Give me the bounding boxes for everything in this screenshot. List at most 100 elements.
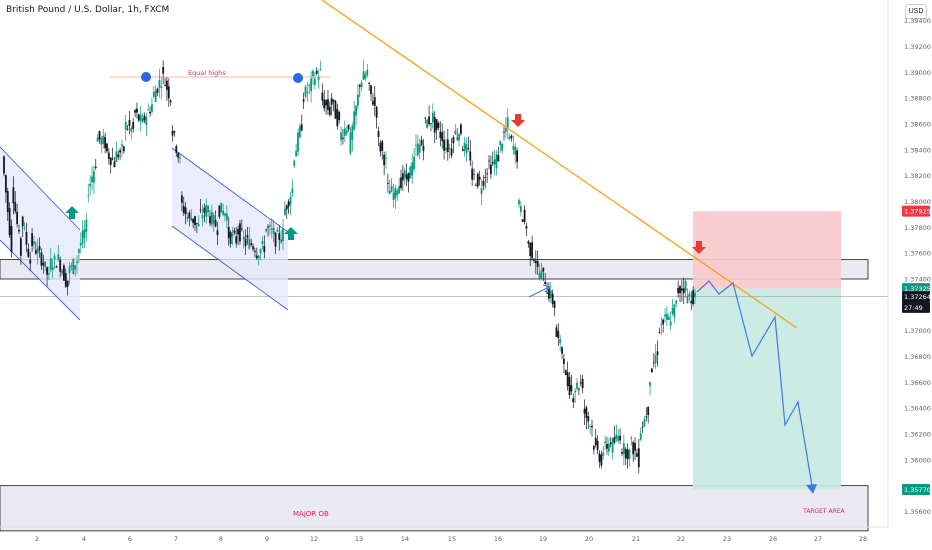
candle-body [349, 132, 352, 154]
break-arrow-head [542, 284, 552, 293]
candle-body [452, 137, 455, 144]
date-tick-label: 20 [585, 535, 593, 543]
candle-body [673, 304, 676, 318]
candle-body [134, 110, 136, 113]
candle-body [205, 205, 208, 217]
candle-body [622, 442, 625, 455]
candle-body [538, 273, 541, 279]
candle-body [227, 226, 230, 239]
projection-arrowhead [806, 484, 817, 494]
currency-button[interactable]: USD [905, 4, 927, 19]
candle-body [109, 157, 112, 165]
candle-body [312, 70, 314, 77]
candle-body [403, 170, 406, 178]
candle-body [368, 83, 371, 84]
candle-body [78, 249, 80, 253]
candle-body [428, 116, 430, 125]
candle-body [132, 122, 135, 129]
candle-body [173, 131, 176, 133]
candle-body [480, 188, 483, 195]
channel-lower-0 [0, 239, 81, 321]
candle-body [602, 452, 605, 456]
candle-body [551, 293, 554, 304]
candle-body [647, 406, 650, 415]
candle-body [525, 226, 528, 229]
candle-body [8, 208, 11, 236]
candle-body [46, 267, 48, 275]
candle-body [598, 453, 601, 462]
candle-body [274, 232, 277, 247]
candle-body [14, 202, 17, 212]
candle-body [386, 183, 389, 184]
chart-title: British Pound / U.S. Dollar, 1h, FXCM [6, 5, 170, 15]
candle-body [55, 266, 58, 268]
candle-body [254, 250, 256, 252]
candle-body [12, 187, 15, 204]
candle-body [514, 146, 517, 155]
candle-body [276, 230, 279, 232]
candle-body [579, 382, 582, 384]
candle-body [375, 107, 378, 118]
candle-body [398, 185, 401, 194]
candle-body [160, 86, 163, 88]
candle-body [630, 437, 633, 439]
candle-body [188, 212, 191, 218]
candle-body [486, 173, 489, 175]
price-tick-label: 1.38600 [904, 120, 931, 128]
candle-body [180, 195, 183, 203]
candle-body [385, 157, 387, 159]
candle-body [497, 155, 500, 162]
candle-body [465, 144, 468, 154]
candle-body [248, 238, 251, 249]
candle-body [229, 231, 232, 244]
candle-body [574, 391, 577, 393]
candle-body [383, 154, 386, 166]
candle-body [482, 180, 485, 186]
candle-body [130, 127, 133, 132]
candle-body [662, 319, 665, 325]
candle-body [439, 131, 442, 139]
candle-body [328, 106, 331, 115]
candle-body [139, 114, 142, 121]
candle-body [426, 119, 429, 129]
channel-lower-1 [171, 225, 289, 311]
candle-body [581, 378, 584, 389]
candle-body [259, 249, 262, 254]
candle-body [74, 265, 77, 270]
candle-body [649, 382, 651, 387]
candle-body [422, 145, 425, 151]
candle-body [347, 124, 350, 130]
candle-body [92, 171, 95, 183]
candle-body [619, 435, 621, 441]
candle-body [446, 139, 449, 152]
zones-layer [0, 76, 888, 532]
candle-body [327, 99, 329, 110]
candle-body [182, 205, 185, 214]
candle-body [415, 144, 417, 146]
candle-body [546, 292, 548, 294]
candle-body [624, 448, 627, 459]
candle-body [179, 157, 181, 159]
candle-body [293, 160, 296, 166]
candle-body [233, 230, 236, 233]
candle-body [40, 252, 43, 266]
candle-body [694, 292, 696, 298]
price-tick-label: 1.36600 [904, 379, 931, 387]
candle-body [454, 131, 457, 135]
candle-body [76, 261, 78, 264]
candle-body [126, 128, 129, 130]
candle-body [516, 150, 519, 162]
candle-body [370, 85, 372, 95]
candle-body [255, 255, 258, 259]
candle-body [626, 449, 629, 460]
candle-body [664, 314, 666, 317]
price-label-box [902, 301, 930, 313]
date-tick-label: 16 [494, 535, 502, 543]
candle-body [467, 147, 470, 149]
price-label-text: 1.35770 [904, 486, 931, 494]
candle-body [634, 442, 636, 451]
candle-body [411, 162, 414, 176]
candle-body [106, 143, 108, 152]
